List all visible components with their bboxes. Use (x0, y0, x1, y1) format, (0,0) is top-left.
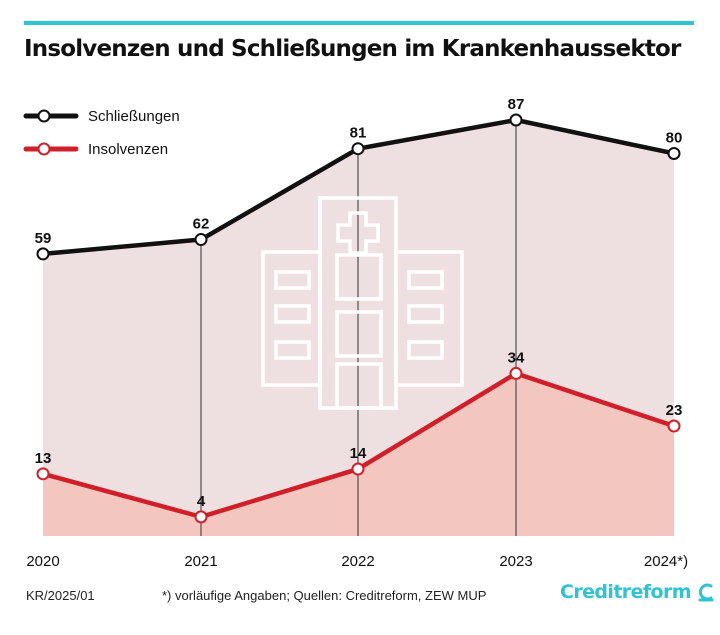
footer-code: KR/2025/01 (26, 588, 95, 603)
page-title: Insolvenzen und Schließungen im Krankenh… (24, 36, 681, 62)
data-label-insolvenzen-2024*): 23 (666, 402, 683, 419)
data-labels: 59 62 81 87 80 13 4 14 34 23 (35, 96, 683, 510)
data-label-insolvenzen-2023: 34 (508, 349, 525, 366)
legend-marker-insolvenzen (37, 142, 51, 156)
footer-source-note: *) vorläufige Angaben; Quellen: Creditre… (162, 588, 487, 603)
point-insolvenzen-2020 (36, 467, 50, 481)
point-insolvenzen-2022 (351, 462, 365, 476)
point-schliessungen-2022 (351, 142, 365, 156)
series-points (36, 113, 681, 524)
legend-marker-schliessungen (37, 109, 51, 123)
data-label-insolvenzen-2022: 14 (350, 445, 367, 462)
x-axis-ticks: 2020 2021 2022 2023 2024*) (26, 553, 688, 570)
line-chart: 59 62 81 87 80 13 4 14 34 23 2020 2021 2022 2023 2024… (23, 96, 688, 570)
brand-logo: Creditreform (560, 581, 715, 603)
data-label-schliessungen-2021: 62 (193, 216, 210, 233)
point-insolvenzen-2023 (509, 366, 523, 380)
brand-name: Creditreform (560, 581, 692, 603)
data-label-schliessungen-2023: 87 (508, 96, 525, 113)
hospital-icon (261, 196, 464, 410)
legend-label-schliessungen: Schließungen (88, 108, 180, 125)
x-tick-2024*): 2024*) (644, 553, 688, 570)
x-tick-2021: 2021 (184, 553, 217, 570)
brand-mark-icon (698, 583, 714, 602)
data-label-insolvenzen-2021: 4 (197, 493, 206, 510)
data-label-schliessungen-2020: 59 (35, 230, 52, 247)
top-accent-rule (24, 21, 694, 25)
point-schliessungen-2024*) (667, 146, 681, 160)
x-tick-2023: 2023 (499, 553, 532, 570)
point-schliessungen-2020 (36, 247, 50, 261)
legend-label-insolvenzen: Insolvenzen (88, 141, 168, 158)
data-label-schliessungen-2022: 81 (350, 125, 367, 142)
point-schliessungen-2021 (194, 233, 208, 247)
point-insolvenzen-2024*) (667, 419, 681, 433)
legend: Schließungen Insolvenzen (23, 108, 180, 158)
point-insolvenzen-2021 (194, 510, 208, 524)
data-label-schliessungen-2024*): 80 (666, 129, 683, 146)
data-label-insolvenzen-2020: 13 (35, 450, 52, 467)
x-tick-2020: 2020 (26, 553, 59, 570)
point-schliessungen-2023 (509, 113, 523, 127)
x-tick-2022: 2022 (341, 553, 374, 570)
